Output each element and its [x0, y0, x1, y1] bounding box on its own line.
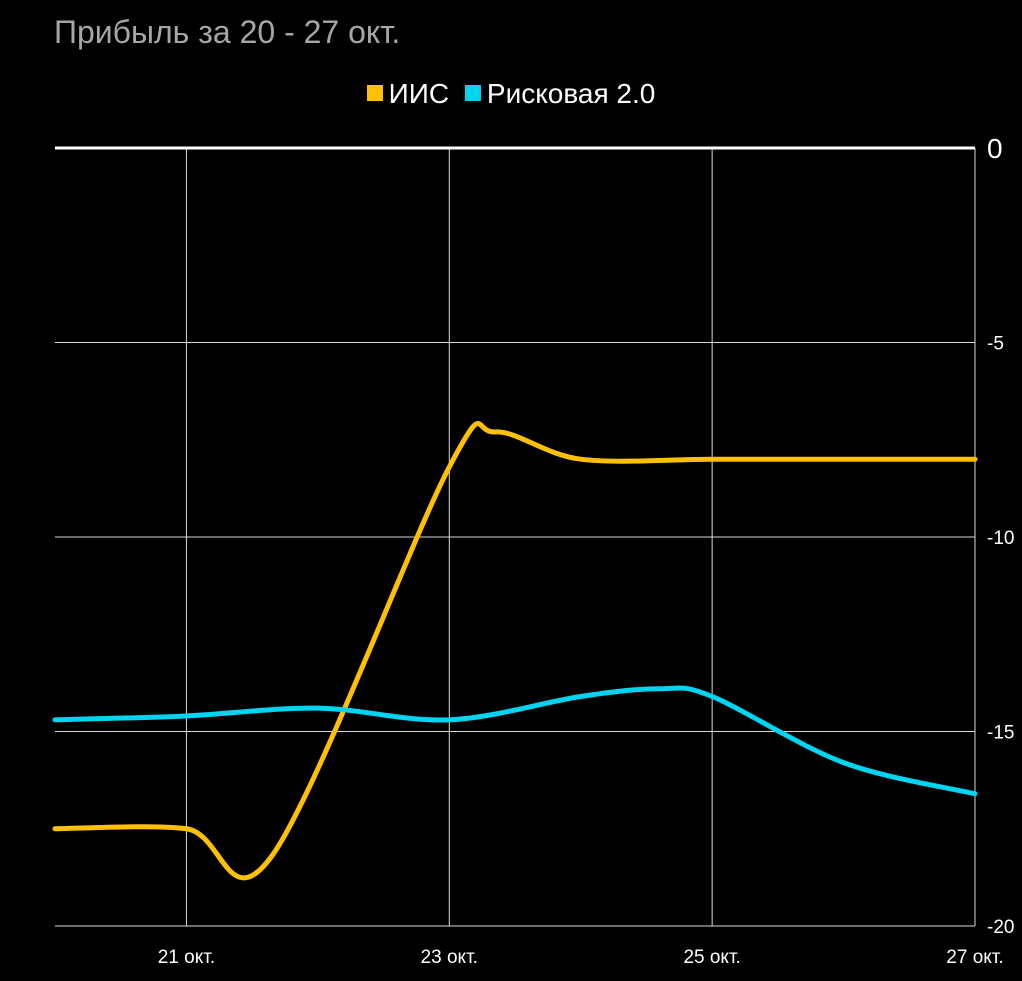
- chart-title: Прибыль за 20 - 27 окт.: [54, 14, 401, 50]
- legend-label-riskovaya: Рисковая 2.0: [486, 78, 656, 109]
- legend: ИИС Рисковая 2.0: [0, 78, 1022, 110]
- series-line-1: [52, 685, 978, 797]
- legend-item-riskovaya: Рисковая 2.0: [464, 78, 656, 110]
- y-tick-label: -10: [987, 528, 1014, 549]
- y-tick-label: 0: [987, 133, 1003, 164]
- x-tick-label: 27 окт.: [946, 947, 1003, 968]
- legend-label-iis: ИИС: [388, 78, 450, 109]
- x-tick-label: 23 окт.: [421, 947, 478, 968]
- legend-swatch-riskovaya: [464, 85, 481, 101]
- legend-swatch-iis: [366, 85, 383, 101]
- legend-item-iis: ИИС: [366, 78, 450, 110]
- x-tick-label: 21 окт.: [158, 947, 215, 968]
- x-tick-label: 25 окт.: [683, 947, 740, 968]
- y-tick-label: -15: [987, 723, 1014, 744]
- y-tick-label: -5: [987, 334, 1004, 355]
- series-line-0: [52, 420, 978, 881]
- y-tick-label: -20: [987, 917, 1014, 938]
